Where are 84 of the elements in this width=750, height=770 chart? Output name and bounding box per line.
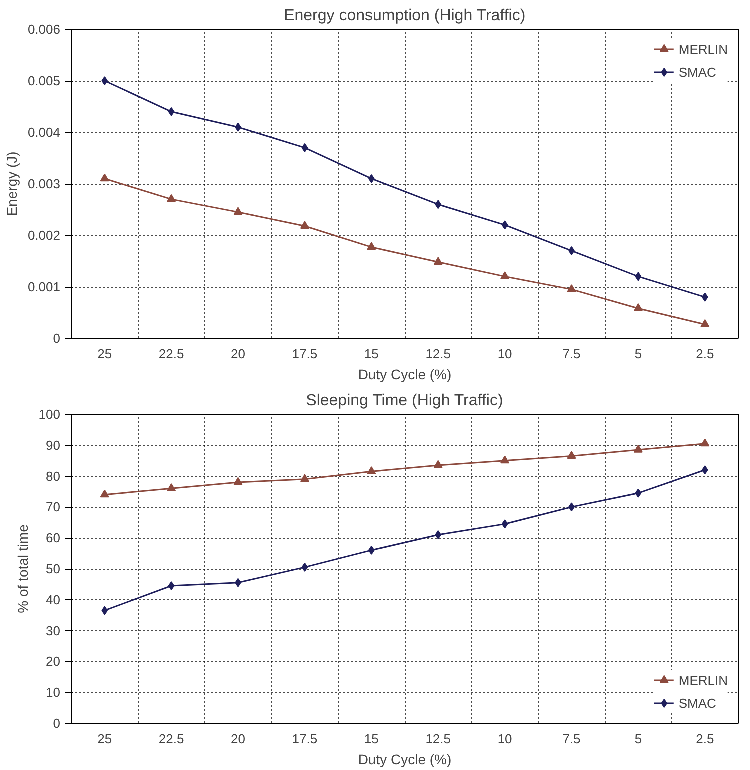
point bbox=[300, 474, 310, 482]
point bbox=[234, 207, 243, 216]
y-tick-label: 0.001 bbox=[28, 280, 61, 294]
x-tick-label: 5 bbox=[634, 732, 642, 746]
point bbox=[635, 272, 642, 282]
point bbox=[702, 466, 708, 475]
y-tick-label: 20 bbox=[46, 654, 61, 670]
point bbox=[434, 257, 443, 266]
y-axis-title: % of total time bbox=[14, 524, 31, 614]
point bbox=[634, 444, 643, 453]
x-tick-label: 25 bbox=[98, 346, 112, 362]
x-tick-label: 22.5 bbox=[158, 346, 184, 362]
point bbox=[168, 581, 175, 590]
y-tick-label: 100 bbox=[38, 407, 61, 422]
x-axis-title: Duty Cycle (%) bbox=[358, 366, 452, 382]
x-tick-label: 15 bbox=[364, 346, 379, 362]
point bbox=[234, 477, 243, 486]
y-tick-label: 40 bbox=[46, 592, 61, 608]
point bbox=[502, 220, 508, 230]
point bbox=[367, 466, 376, 474]
y-tick-label: 0 bbox=[53, 331, 61, 346]
chart-title: Energy consumption (High Traffic) bbox=[284, 8, 526, 24]
y-tick-label: 50 bbox=[46, 562, 61, 576]
y-tick-label: 90 bbox=[46, 438, 61, 453]
y-tick-label: 70 bbox=[46, 500, 61, 515]
point bbox=[102, 76, 108, 86]
x-tick-label: 2.5 bbox=[696, 732, 714, 746]
point bbox=[700, 319, 710, 328]
x-tick-label: 10 bbox=[498, 346, 512, 362]
point bbox=[100, 174, 110, 182]
point bbox=[367, 242, 376, 250]
point bbox=[100, 490, 110, 498]
point bbox=[368, 174, 375, 184]
legend-label: SMAC bbox=[678, 696, 716, 710]
x-tick-label: 22.5 bbox=[158, 732, 184, 746]
y-tick-label: 0.002 bbox=[28, 228, 61, 243]
x-tick-label: 12.5 bbox=[426, 346, 452, 362]
point bbox=[500, 272, 510, 280]
legend-label: SMAC bbox=[678, 64, 716, 80]
point bbox=[700, 438, 710, 447]
legend-label: MERLIN bbox=[678, 672, 728, 688]
point bbox=[567, 451, 576, 460]
y-tick-label: 30 bbox=[46, 623, 61, 638]
y-tick-label: 60 bbox=[46, 530, 61, 546]
point bbox=[167, 194, 176, 202]
point bbox=[167, 484, 176, 492]
y-tick-label: 0.003 bbox=[28, 176, 61, 192]
y-tick-label: 0 bbox=[53, 716, 61, 731]
point bbox=[502, 520, 508, 529]
point bbox=[500, 456, 510, 464]
point bbox=[368, 546, 375, 555]
point bbox=[635, 488, 642, 498]
x-tick-label: 2.5 bbox=[696, 346, 714, 362]
point bbox=[434, 460, 443, 468]
point bbox=[702, 292, 708, 302]
point bbox=[102, 606, 108, 616]
x-tick-label: 17.5 bbox=[292, 346, 318, 362]
y-axis-title: Energy (J) bbox=[4, 152, 20, 216]
point bbox=[435, 530, 442, 540]
x-tick-label: 20 bbox=[231, 346, 246, 362]
y-tick-label: 0.006 bbox=[28, 22, 61, 37]
y-tick-label: 0.005 bbox=[28, 74, 61, 88]
point bbox=[634, 304, 643, 312]
chart-title: Sleeping Time (High Traffic) bbox=[306, 392, 504, 410]
x-tick-label: 20 bbox=[231, 732, 246, 746]
y-tick-label: 80 bbox=[46, 468, 61, 484]
x-axis-title: Duty Cycle (%) bbox=[358, 752, 452, 768]
x-tick-label: 7.5 bbox=[562, 732, 581, 746]
x-tick-label: 12.5 bbox=[426, 732, 452, 746]
legend-label: MERLIN bbox=[678, 42, 728, 56]
x-tick-label: 25 bbox=[98, 732, 112, 746]
x-tick-label: 7.5 bbox=[562, 346, 581, 362]
y-tick-label: 10 bbox=[46, 685, 61, 700]
y-tick-label: 0.004 bbox=[28, 125, 61, 140]
point bbox=[567, 284, 576, 292]
point bbox=[168, 107, 175, 116]
x-tick-label: 17.5 bbox=[292, 732, 318, 746]
point bbox=[302, 562, 308, 572]
point bbox=[302, 143, 308, 152]
x-tick-label: 10 bbox=[498, 732, 512, 746]
x-tick-label: 15 bbox=[364, 732, 379, 746]
point bbox=[435, 200, 442, 210]
point bbox=[300, 221, 310, 230]
x-tick-label: 5 bbox=[634, 346, 642, 362]
